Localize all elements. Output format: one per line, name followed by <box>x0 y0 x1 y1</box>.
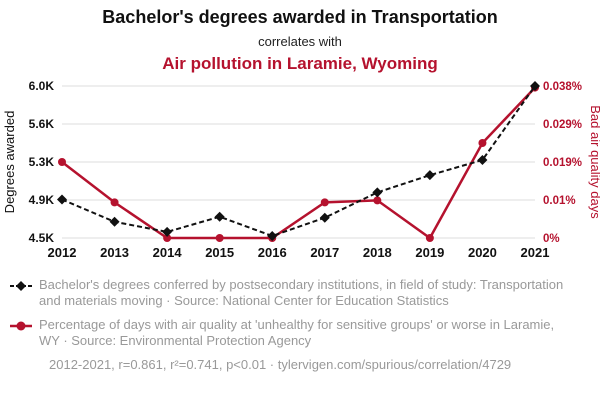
left-axis-title: Degrees awarded <box>2 110 17 213</box>
legend-text-air-quality: Percentage of days with air quality at '… <box>39 316 555 349</box>
air-quality-series-marker <box>58 157 66 166</box>
degrees-series-marker <box>477 154 488 165</box>
x-axis-tick-label: 2015 <box>205 245 234 260</box>
air-quality-series-marker <box>110 197 119 206</box>
chart-title: Bachelor's degrees awarded in Transporta… <box>102 7 498 27</box>
degrees-series-marker <box>372 186 383 197</box>
line-chart: 4.5K 4.9K 5.3K 5.6K 6.0K 0% 0.01% 0.019% 0.029% 0… <box>2 79 600 260</box>
degrees-series-marker <box>162 226 173 237</box>
black-diamond-dashed-icon <box>10 277 32 310</box>
air-quality-series-marker <box>215 233 224 242</box>
chart-legend: Bachelor's degrees conferred by postseco… <box>0 277 600 373</box>
air-quality-series-marker <box>425 233 434 242</box>
left-axis-tick-label: 5.3K <box>29 155 55 169</box>
air-quality-series-line <box>61 86 536 240</box>
left-axis-tick-label: 5.6K <box>29 117 55 131</box>
degrees-series-marker <box>109 216 120 227</box>
air-quality-series-marker <box>163 233 172 242</box>
x-axis-tick-label: 2020 <box>468 245 497 260</box>
right-axis-tick-label: 0% <box>543 233 560 245</box>
air-quality-series-marker <box>320 197 329 206</box>
x-axis-tick-label: 2021 <box>521 245 550 260</box>
chart-header: Bachelor's degrees awarded in Transporta… <box>0 0 600 74</box>
x-axis-tick-label: 2017 <box>310 245 339 260</box>
x-axis-tick-label: 2019 <box>415 245 444 260</box>
x-axis-tick-label: 2014 <box>153 245 183 260</box>
left-axis-tick-label: 4.9K <box>29 193 55 207</box>
x-axis-tick-label: 2013 <box>100 245 129 260</box>
left-axis-tick-label: 6.0K <box>29 79 55 93</box>
degrees-series-marker <box>57 194 67 205</box>
x-axis-tick-label: 2016 <box>258 245 287 260</box>
degrees-series-marker <box>267 230 278 241</box>
degrees-series-marker <box>530 80 540 91</box>
degrees-series-line <box>61 85 536 237</box>
right-axis-tick-label: 0.01% <box>543 195 576 207</box>
legend-item-air-quality: Percentage of days with air quality at '… <box>10 317 590 350</box>
chart-area: 4.5K 4.9K 5.3K 5.6K 6.0K 0% 0.01% 0.019% 0.029% 0… <box>0 76 600 273</box>
legend-item-degrees: Bachelor's degrees conferred by postseco… <box>10 277 590 310</box>
chart-subtitle: correlates with <box>258 33 342 49</box>
air-quality-series-marker <box>373 195 382 204</box>
degrees-series-marker <box>214 211 225 222</box>
right-axis-tick-label: 0.029% <box>543 119 582 131</box>
right-axis-tick-label: 0.019% <box>543 157 582 169</box>
right-axis-tick-label: 0.038% <box>543 81 582 93</box>
right-axis-title: Bad air quality days <box>588 105 600 219</box>
left-axis-tick-label: 4.5K <box>29 231 55 245</box>
legend-text-degrees: Bachelor's degrees conferred by postseco… <box>39 276 564 309</box>
air-quality-series-marker <box>478 138 487 147</box>
x-axis-tick-label: 2012 <box>48 245 77 260</box>
degrees-series-marker <box>319 212 330 223</box>
x-axis-tick-label: 2018 <box>363 245 392 260</box>
degrees-series-marker <box>424 169 435 180</box>
stats-footer: 2012-2021, r=0.861, r²=0.741, p<0.01 · t… <box>49 357 512 373</box>
red-circle-line-icon <box>10 317 32 350</box>
chart-secondary-title: Air pollution in Laramie, Wyoming <box>162 53 438 73</box>
